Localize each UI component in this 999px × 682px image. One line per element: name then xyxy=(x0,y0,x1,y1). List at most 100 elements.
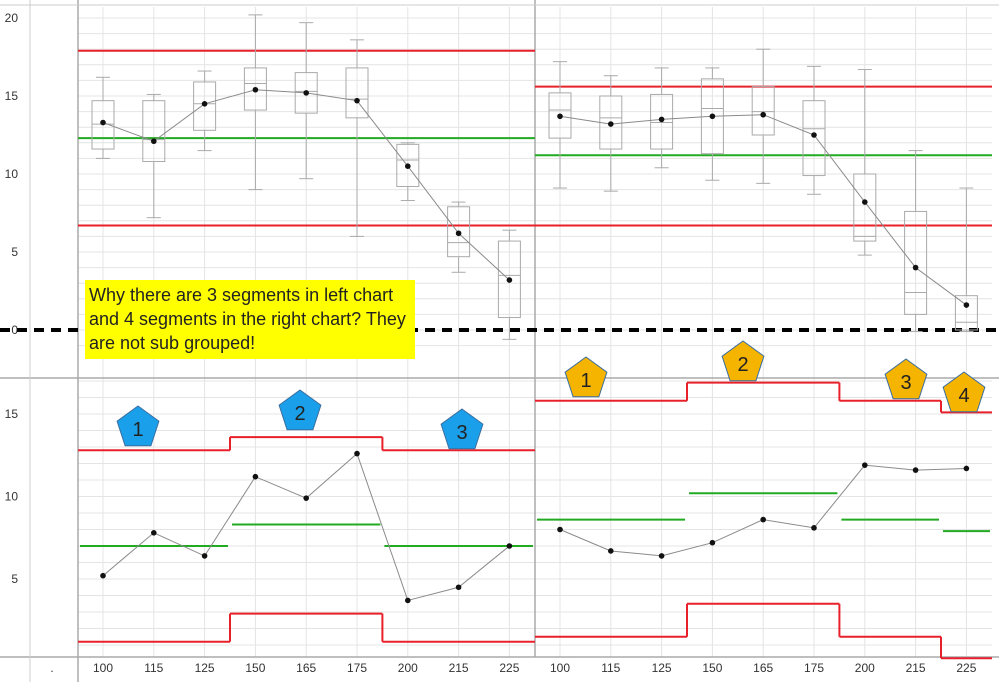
y-tick-label-top: 10 xyxy=(5,167,19,181)
data-point-bottom xyxy=(405,597,411,604)
segment-marker-shape xyxy=(278,389,322,431)
segment-marker-label: 2 xyxy=(737,354,748,376)
data-point-bottom xyxy=(100,572,106,579)
data-point-bottom xyxy=(201,553,208,559)
x-tick-label: 225 xyxy=(956,661,976,675)
x-tick-label: 125 xyxy=(195,661,215,675)
x-tick-label: 175 xyxy=(347,661,367,675)
data-point-bottom xyxy=(303,495,310,501)
box-iqr xyxy=(853,173,877,242)
mean-point-top xyxy=(658,116,665,123)
mean-point-top xyxy=(303,90,310,96)
y-tick-label-bottom: 10 xyxy=(5,490,19,504)
data-point-bottom xyxy=(912,467,919,473)
segment-marker-shape xyxy=(564,356,608,398)
box-iqr xyxy=(193,81,217,131)
box-iqr xyxy=(548,92,572,139)
segment-marker-shape xyxy=(721,340,765,382)
x-tick-label: 115 xyxy=(601,661,620,675)
segment-marker-label: 3 xyxy=(456,422,467,444)
mean-point-top xyxy=(709,113,716,120)
mean-point-top xyxy=(405,163,411,169)
segment-marker-left-2: 2 xyxy=(278,389,322,431)
data-point-bottom xyxy=(760,516,766,523)
question-annotation: Why there are 3 segments in left chart a… xyxy=(85,280,415,359)
mean-point-top xyxy=(201,101,208,107)
x-tick-label: 150 xyxy=(245,661,265,675)
mean-point-top xyxy=(151,138,157,145)
x-tick-label: 165 xyxy=(296,661,316,675)
data-point-bottom xyxy=(709,539,716,546)
y-tick-label-top: 0 xyxy=(11,323,18,337)
y-tick-label-top: 5 xyxy=(11,245,18,259)
segment-marker-left-3: 3 xyxy=(440,408,484,450)
data-point-bottom xyxy=(811,525,817,531)
data-point-bottom xyxy=(608,548,614,554)
box-iqr xyxy=(294,72,318,114)
segment-marker-label: 2 xyxy=(294,403,305,425)
mean-point-top xyxy=(354,97,360,104)
x-tick-label: 175 xyxy=(804,661,824,675)
data-point-bottom xyxy=(506,543,513,549)
box-iqr xyxy=(497,240,521,319)
segment-marker-shape xyxy=(884,358,928,400)
mean-point-top xyxy=(557,113,563,120)
segment-marker-left-1: 1 xyxy=(116,405,160,447)
mean-point-top xyxy=(862,199,868,205)
box-iqr xyxy=(243,67,267,111)
y-tick-label-bottom: 15 xyxy=(5,407,19,421)
segment-marker-label: 3 xyxy=(900,372,911,394)
box-iqr xyxy=(396,143,420,187)
x-tick-label: 100 xyxy=(550,661,570,675)
data-point-bottom xyxy=(151,530,157,536)
x-tick-label: 165 xyxy=(753,661,773,675)
segment-marker-right-1: 1 xyxy=(564,356,608,398)
y-tick-label-top: 20 xyxy=(5,11,19,25)
y-tick-label-top: 15 xyxy=(5,89,19,103)
y-tick-label-bottom: 5 xyxy=(11,572,18,586)
segment-marker-right-4: 4 xyxy=(942,371,986,413)
data-point-bottom xyxy=(252,473,259,480)
box-iqr xyxy=(91,100,115,150)
box-iqr xyxy=(904,210,928,315)
mean-point-top xyxy=(811,132,817,138)
data-point-bottom xyxy=(963,465,970,472)
mean-point-top xyxy=(912,264,919,271)
box-iqr xyxy=(447,206,471,258)
x-tick-label: 200 xyxy=(398,661,418,675)
segment-marker-right-3: 3 xyxy=(884,358,928,400)
mean-point-top xyxy=(760,111,766,118)
x-tick-label: 215 xyxy=(906,661,926,675)
box-iqr xyxy=(345,67,369,119)
mean-point-top xyxy=(963,302,970,308)
box-iqr xyxy=(954,295,978,331)
data-point-bottom xyxy=(862,462,868,468)
segment-marker-shape xyxy=(942,371,986,413)
mean-point-top xyxy=(455,230,462,237)
segment-marker-shape xyxy=(440,408,484,450)
mean-point-top xyxy=(506,277,513,283)
data-point-bottom xyxy=(658,553,665,559)
x-axis-lead-label: . xyxy=(50,661,53,675)
segment-marker-label: 1 xyxy=(580,370,591,392)
box-iqr xyxy=(751,86,775,136)
x-tick-label: 150 xyxy=(702,661,722,675)
data-point-bottom xyxy=(557,526,563,533)
x-tick-label: 215 xyxy=(449,661,469,675)
mean-point-top xyxy=(252,86,259,93)
x-tick-label: 100 xyxy=(93,661,113,675)
x-tick-label: 225 xyxy=(499,661,519,675)
segment-marker-right-2: 2 xyxy=(721,340,765,382)
x-tick-label: 125 xyxy=(652,661,672,675)
box-iqr xyxy=(142,100,166,163)
x-tick-label: 115 xyxy=(144,661,163,675)
segment-marker-shape xyxy=(116,405,160,447)
box-iqr xyxy=(802,100,826,177)
segment-marker-label: 4 xyxy=(958,385,969,407)
box-iqr xyxy=(650,93,674,150)
data-point-bottom xyxy=(455,584,462,591)
mean-point-top xyxy=(608,121,614,127)
mean-point-top xyxy=(100,119,106,126)
segment-marker-label: 1 xyxy=(132,419,143,441)
